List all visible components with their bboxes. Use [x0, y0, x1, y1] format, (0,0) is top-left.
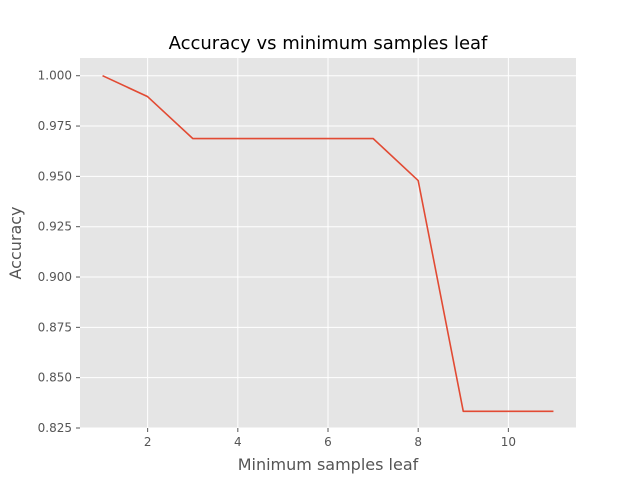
y-tick-label: 0.900	[38, 270, 72, 284]
x-axis-ticks: 2 4 6 8 10	[144, 428, 516, 449]
x-tick-label: 2	[144, 435, 152, 449]
y-tick-label: 0.950	[38, 169, 72, 183]
y-tick-label: 0.925	[38, 220, 72, 234]
y-tick-label: 0.850	[38, 371, 72, 385]
y-tick-label: 0.875	[38, 320, 72, 334]
y-axis-ticks: 0.825 0.850 0.875 0.900 0.925 0.950 0.975 1.000	[38, 69, 80, 435]
grid-lines	[80, 58, 576, 429]
y-tick-label: 0.975	[38, 119, 72, 133]
x-tick-label: 6	[324, 435, 332, 449]
series-group	[102, 74, 554, 413]
x-tick-label: 10	[501, 435, 516, 449]
y-tick-label: 1.000	[38, 69, 72, 83]
x-tick-label: 8	[414, 435, 422, 449]
series-line-0	[102, 74, 554, 413]
x-tick-label: 4	[234, 435, 242, 449]
x-axis-label: Minimum samples leaf	[238, 455, 419, 474]
y-tick-label: 0.825	[38, 421, 72, 435]
chart-title: Accuracy vs minimum samples leaf	[169, 33, 488, 54]
y-axis-label: Accuracy	[6, 206, 25, 279]
